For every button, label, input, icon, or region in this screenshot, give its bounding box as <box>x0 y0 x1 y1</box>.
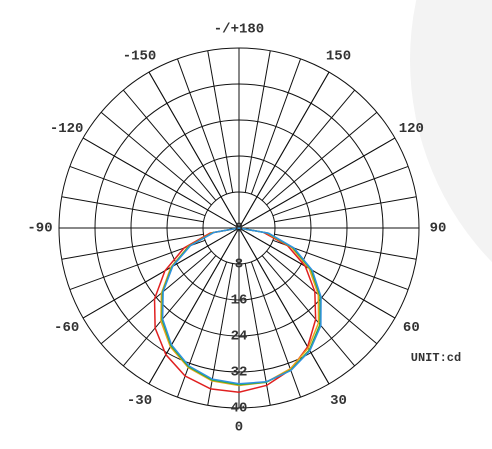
angle-label: -30 <box>127 393 152 409</box>
angle-tick <box>238 71 330 229</box>
intensity-curve <box>161 227 322 385</box>
radial-label: 16 <box>231 293 248 309</box>
angle-label: -/+180 <box>214 22 264 38</box>
angle-tick <box>238 137 396 229</box>
radial-label: 40 <box>231 401 248 417</box>
angle-tick <box>238 227 396 319</box>
angle-label: -120 <box>50 121 84 137</box>
radial-label: 24 <box>231 329 248 345</box>
angle-label: 0 <box>235 420 243 436</box>
background-shape <box>410 0 492 262</box>
angle-tick <box>148 71 240 229</box>
angle-label: 150 <box>326 48 351 64</box>
angle-tick <box>238 227 330 385</box>
unit-label: UNIT:cd <box>411 351 461 365</box>
radial-label: 32 <box>231 365 248 381</box>
angle-label: -60 <box>54 320 79 336</box>
angle-label: 30 <box>330 393 347 409</box>
angle-label: 120 <box>399 121 424 137</box>
angle-label: -150 <box>123 48 157 64</box>
radial-label: 0 <box>235 221 243 237</box>
angle-label: 60 <box>403 320 420 336</box>
angle-label: -90 <box>27 221 52 237</box>
angle-label: 90 <box>430 221 447 237</box>
intensity-curve <box>160 227 320 387</box>
intensity-curve <box>153 227 317 394</box>
angle-tick <box>148 227 240 385</box>
angle-tick <box>82 137 240 229</box>
angle-tick <box>82 227 240 319</box>
radial-label: 8 <box>235 257 243 273</box>
